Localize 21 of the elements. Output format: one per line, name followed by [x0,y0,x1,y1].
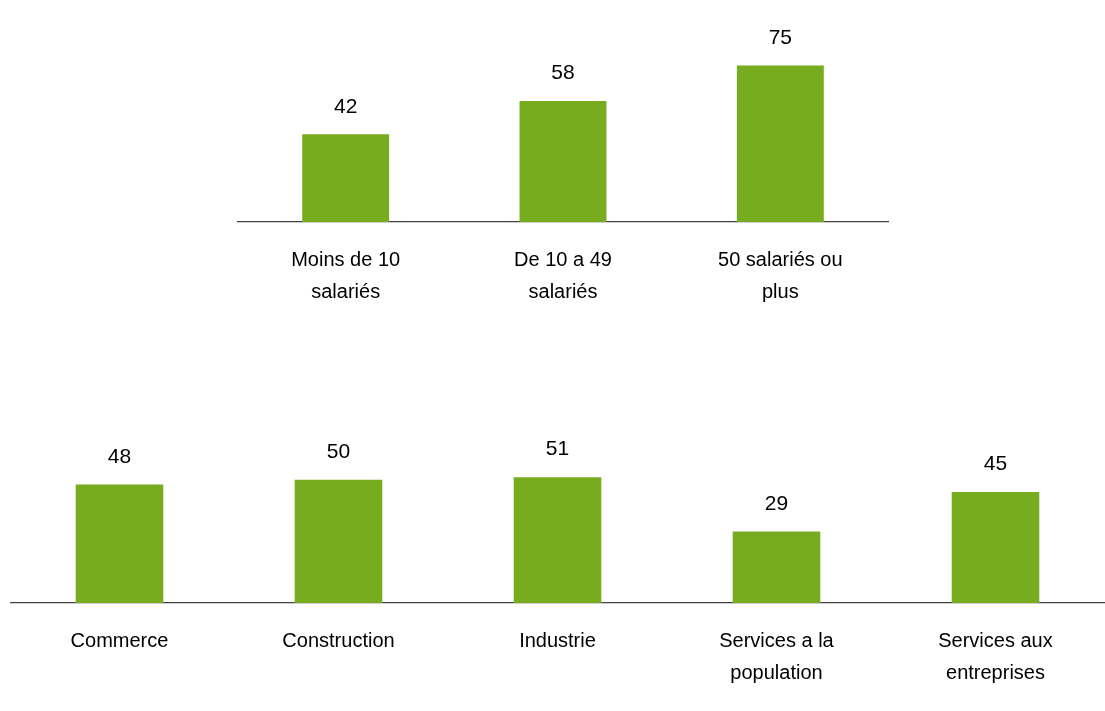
data-label: 58 [551,60,575,84]
bar [513,477,602,603]
data-label: 29 [764,490,789,514]
data-label: 45 [983,451,1008,475]
bar [732,531,821,603]
x-tick-label: 50 salariés ou plus [718,247,843,302]
data-label: 51 [545,436,570,460]
x-tick-label: Commerce [70,628,169,651]
x-tick-label: Services a la population [719,628,835,683]
bar [951,492,1040,603]
bar [294,479,383,603]
data-label: 50 [326,438,351,462]
data-label: 75 [768,24,793,48]
x-tick-label: Services aux entreprises [938,628,1053,683]
x-tick-label: Moins de 10 salariés [291,247,401,302]
data-label: 48 [107,443,132,467]
data-label: 42 [333,93,358,117]
x-tick-label: Industrie [519,628,596,651]
x-tick-label: De 10 a 49 salariés [514,247,612,302]
x-tick-label: Construction [282,628,395,651]
bar [75,484,164,603]
